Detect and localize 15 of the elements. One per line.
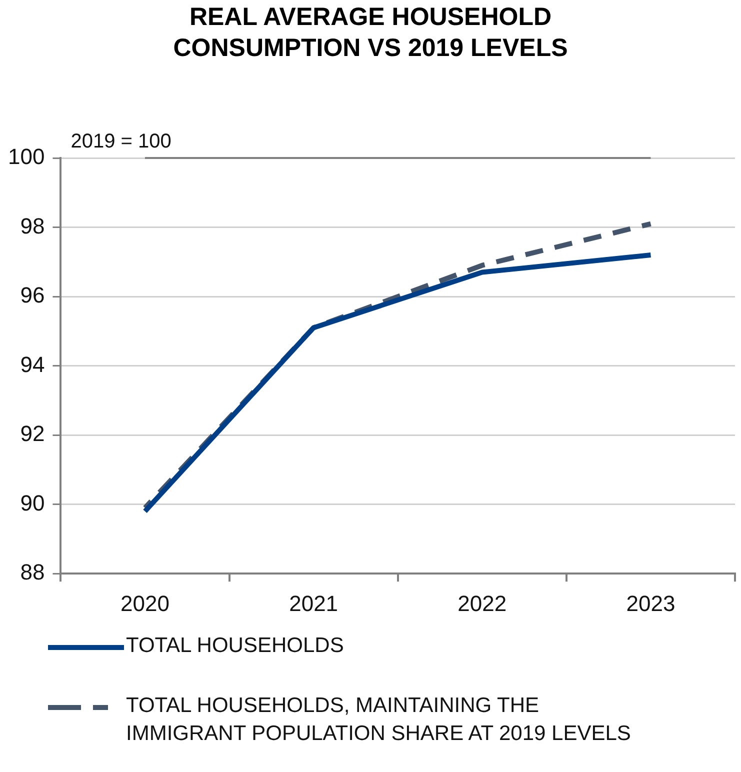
x-tick-label: 2020 <box>120 590 170 616</box>
y-tick-label: 90 <box>20 490 45 516</box>
x-tick-label: 2022 <box>458 590 507 616</box>
ref-line-label: 2019 = 100 <box>70 130 172 153</box>
y-tick-label: 94 <box>20 352 45 377</box>
x-tick-label: 2021 <box>289 590 338 616</box>
y-tick-label: 98 <box>20 213 45 238</box>
legend-label: TOTAL HOUSEHOLDS, MAINTAINING THE IMMIGRANT POPULATION SHARE AT 2019 LEVELS <box>126 693 632 747</box>
y-tick-label: 88 <box>20 560 45 585</box>
chart-title: REAL AVERAGE HOUSEHOLD CONSUMPTION VS 2019 LEVELS <box>172 2 569 64</box>
y-tick-label: 100 <box>8 144 45 170</box>
legend-label: TOTAL HOUSEHOLDS <box>126 633 344 659</box>
x-tick-label: 2023 <box>626 590 676 616</box>
y-tick-label: 92 <box>20 421 45 446</box>
y-tick-label: 96 <box>20 282 45 308</box>
